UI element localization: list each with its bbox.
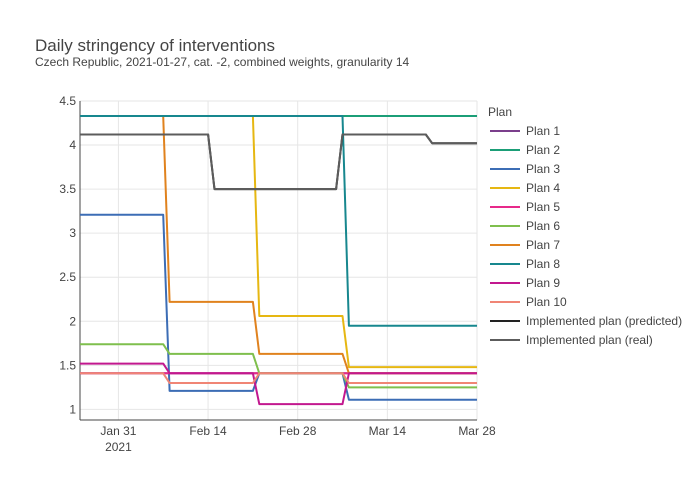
y-tick-label: 2 — [69, 314, 76, 328]
series-line-plan-3[interactable] — [80, 213, 477, 401]
x-tick-label: Feb 28 — [279, 424, 317, 438]
legend-label: Implemented plan (predicted) — [526, 314, 682, 328]
y-tick-label: 2.5 — [59, 270, 76, 284]
series-line-plan-9[interactable] — [80, 362, 477, 406]
legend-label: Plan 8 — [526, 257, 560, 271]
legend-item-plan-9[interactable]: Plan 9 — [490, 276, 560, 290]
y-tick-label: 4 — [69, 138, 76, 152]
legend-item-plan-3[interactable]: Plan 3 — [490, 162, 560, 176]
legend-label: Plan 6 — [526, 219, 560, 233]
legend-label: Plan 1 — [526, 124, 560, 138]
series-line-plan-10[interactable] — [80, 372, 477, 384]
grid — [80, 100, 478, 420]
y-tick-label: 1 — [69, 402, 76, 416]
series-line-plan-8[interactable] — [80, 115, 477, 327]
legend-label: Plan 3 — [526, 162, 560, 176]
legend-label: Plan 2 — [526, 143, 560, 157]
y-tick-label: 4.5 — [59, 94, 76, 108]
legend-item-plan-4[interactable]: Plan 4 — [490, 181, 560, 195]
series-line-plan-6[interactable] — [80, 343, 477, 389]
x-tick-label: Mar 28 — [458, 424, 496, 438]
legend-label: Plan 5 — [526, 200, 560, 214]
x-tick-sublabel: 2021 — [105, 440, 132, 454]
y-tick-label: 3.5 — [59, 182, 76, 196]
x-tick-label: Mar 14 — [369, 424, 407, 438]
series-line-implemented-plan-predicted[interactable] — [80, 133, 477, 191]
legend-label: Plan 7 — [526, 238, 560, 252]
legend-item-plan-7[interactable]: Plan 7 — [490, 238, 560, 252]
legend-label: Plan 4 — [526, 181, 560, 195]
legend-item-plan-2[interactable]: Plan 2 — [490, 143, 560, 157]
legend-label: Plan 9 — [526, 276, 560, 290]
series-line-plan-4[interactable] — [251, 115, 477, 369]
legend-item-plan-6[interactable]: Plan 6 — [490, 219, 560, 233]
series-line-implemented-plan-real[interactable] — [80, 133, 477, 191]
y-tick-label: 3 — [69, 226, 76, 240]
x-tick-label: Feb 14 — [189, 424, 227, 438]
legend[interactable]: Plan Plan 1 Plan 2 Plan 3 Plan 4 Plan 5 Plan … — [488, 105, 682, 347]
x-tick-label: Jan 31 — [100, 424, 136, 438]
legend-item-implemented-plan-real[interactable]: Implemented plan (real) — [490, 333, 653, 347]
legend-title: Plan — [488, 105, 512, 119]
axes: 1 1.5 2 2.5 3 3.5 4 4.5 Jan 31 2021 Feb 14 Feb 28 Ma… — [59, 94, 496, 454]
y-tick-label: 1.5 — [59, 358, 76, 372]
legend-item-plan-8[interactable]: Plan 8 — [490, 257, 560, 271]
chart-subtitle: Czech Republic, 2021-01-27, cat. -2, com… — [35, 55, 410, 69]
legend-item-plan-1[interactable]: Plan 1 — [490, 124, 560, 138]
plot-area — [80, 115, 477, 406]
legend-item-implemented-plan-predicted[interactable]: Implemented plan (predicted) — [490, 314, 682, 328]
legend-item-plan-5[interactable]: Plan 5 — [490, 200, 560, 214]
chart-title: Daily stringency of interventions — [35, 36, 275, 55]
legend-label: Plan 10 — [526, 295, 567, 309]
legend-label: Implemented plan (real) — [526, 333, 653, 347]
legend-item-plan-10[interactable]: Plan 10 — [490, 295, 567, 309]
